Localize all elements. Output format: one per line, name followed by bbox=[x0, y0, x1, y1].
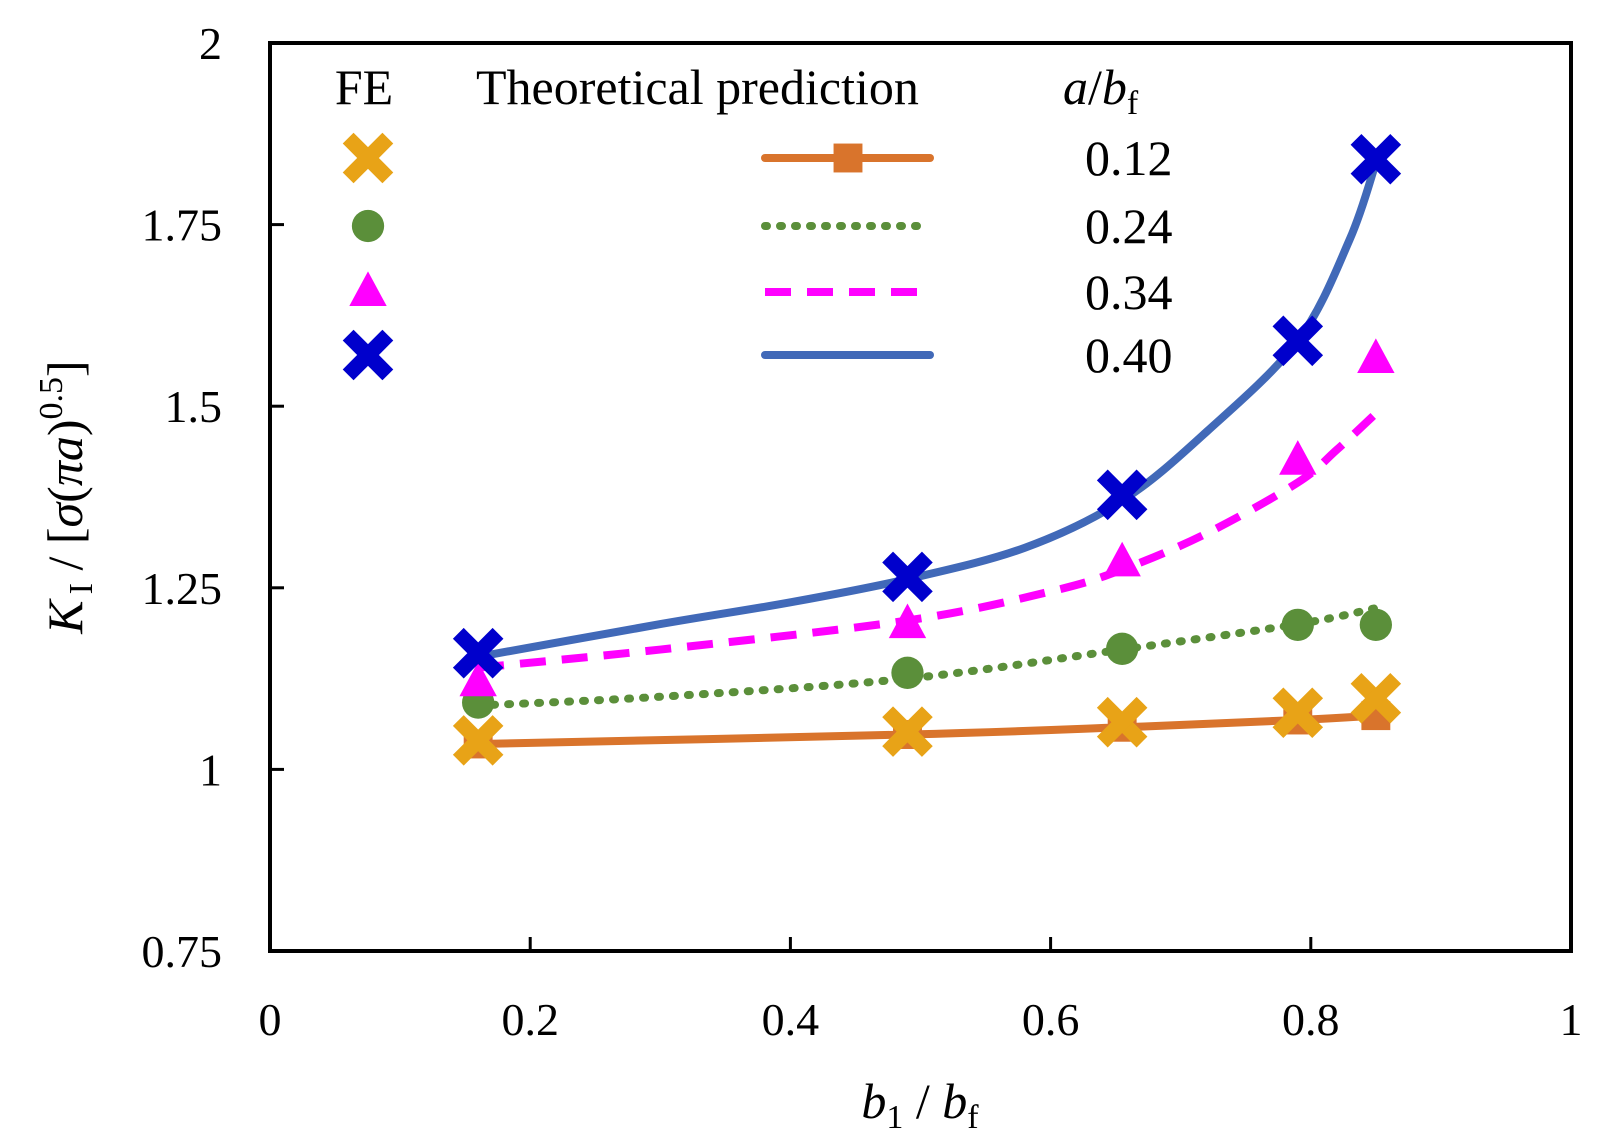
y-tick-label: 1 bbox=[199, 744, 222, 795]
fe-marker-0.40-stroke-b bbox=[452, 627, 504, 679]
y-tick-label: 0.75 bbox=[142, 926, 223, 977]
y-axis-open: ( bbox=[37, 486, 93, 503]
series-line-0.40 bbox=[474, 158, 1380, 661]
x-tick-label: 0.2 bbox=[501, 994, 559, 1045]
y-axis-pi: π bbox=[37, 459, 93, 486]
fe-marker-0.34 bbox=[1103, 541, 1141, 577]
x-tick-label: 0.4 bbox=[762, 994, 820, 1045]
fe-marker-0.40 bbox=[1096, 469, 1148, 521]
fe-marker-0.40 bbox=[1272, 315, 1324, 367]
fe-marker-0.40-stroke-b bbox=[1096, 469, 1148, 521]
fe-marker-0.12 bbox=[1350, 672, 1402, 724]
x-axis-title: b1 / bf bbox=[861, 1073, 979, 1136]
legend-label-0.34: 0.34 bbox=[1085, 264, 1173, 320]
y-axis-exp: 0.5 bbox=[33, 377, 70, 420]
legend-ratio-var: a bbox=[1063, 59, 1088, 115]
fe-marker-0.24 bbox=[1281, 608, 1314, 641]
legend-fe-marker-0.12 bbox=[342, 132, 394, 184]
axes: 0 0.2 0.4 0.6 0.8 1 0.75 1 1.25 1.5 1.75 2 bbox=[142, 18, 1583, 1045]
legend-ratio-var2: b bbox=[1102, 59, 1127, 115]
x-tick-label: 0.8 bbox=[1282, 994, 1340, 1045]
y-tick-label: 1.25 bbox=[142, 563, 223, 614]
fe-marker-0.12-stroke-b bbox=[882, 706, 933, 757]
fe-marker-0.12-stroke-b bbox=[1272, 687, 1324, 739]
fe-marker-0.12 bbox=[882, 706, 933, 757]
y-axis-sigma: σ bbox=[37, 500, 93, 527]
legend-fe-marker-0.24 bbox=[351, 209, 385, 243]
fe-marker-0.12-stroke-b bbox=[1350, 672, 1402, 724]
series-markers bbox=[452, 133, 1402, 766]
y-axis-title: KI / [σ(πa)0.5] bbox=[33, 360, 100, 634]
legend-label-0.24: 0.24 bbox=[1085, 198, 1173, 254]
y-axis-mid: / [ bbox=[37, 527, 93, 583]
x-axis-var: b bbox=[861, 1073, 886, 1129]
fe-marker-0.34 bbox=[1357, 338, 1395, 374]
y-tick-label: 2 bbox=[199, 18, 222, 69]
fe-marker-0.40-stroke-b bbox=[882, 551, 933, 603]
legend-fe-marker-0.34 bbox=[349, 271, 387, 307]
fe-marker-0.40 bbox=[882, 551, 933, 603]
fe-marker-0.12-stroke-b bbox=[1096, 696, 1148, 748]
legend-line-marker-0.12 bbox=[833, 143, 863, 173]
x-tick-label: 0 bbox=[259, 994, 282, 1045]
y-axis-a: a bbox=[37, 436, 93, 461]
fe-marker-0.40 bbox=[452, 627, 504, 679]
plot-frame bbox=[268, 41, 1573, 953]
y-axis-end: ] bbox=[37, 360, 93, 377]
fe-marker-0.40 bbox=[1350, 133, 1402, 185]
legend-fe-marker-0.40 bbox=[342, 329, 394, 381]
x-tick-label: 1 bbox=[1560, 994, 1583, 1045]
x-axis-sep: / bbox=[903, 1073, 942, 1129]
y-axis-close: ) bbox=[37, 419, 93, 436]
legend-label-0.40: 0.40 bbox=[1085, 327, 1173, 383]
fe-marker-0.40-stroke-b bbox=[1350, 133, 1402, 185]
fe-marker-0.40-stroke-b bbox=[1272, 315, 1324, 367]
fe-marker-0.34 bbox=[888, 603, 927, 639]
fe-marker-0.24 bbox=[1106, 632, 1139, 665]
x-axis-var-sub: 1 bbox=[886, 1099, 903, 1136]
y-axis-k-sub: I bbox=[63, 583, 100, 594]
legend-ratio-var2-sub: f bbox=[1127, 85, 1139, 122]
fe-marker-0.24 bbox=[891, 656, 924, 689]
legend-label-0.12: 0.12 bbox=[1085, 130, 1173, 186]
legend-ratio-sep: / bbox=[1088, 59, 1102, 115]
series-line-0.34 bbox=[477, 410, 1379, 672]
fe-marker-0.24 bbox=[1359, 608, 1392, 641]
fe-marker-0.34 bbox=[1279, 440, 1317, 475]
fe-marker-0.34 bbox=[459, 661, 497, 697]
legend-fe-marker-0.12-stroke-b bbox=[342, 132, 394, 184]
fe-marker-0.12 bbox=[452, 715, 504, 766]
x-tick-label: 0.6 bbox=[1022, 994, 1080, 1045]
x-axis-var2: b bbox=[942, 1073, 967, 1129]
series-lines bbox=[474, 158, 1380, 748]
legend-theory-header: Theoretical prediction bbox=[476, 59, 919, 115]
legend-ratio-header: a/bf bbox=[1063, 59, 1139, 122]
legend-fe-header: FE bbox=[335, 59, 393, 115]
fe-marker-0.12-stroke-b bbox=[452, 715, 504, 766]
legend-fe-marker-0.40-stroke-b bbox=[342, 329, 394, 381]
y-tick-label: 1.5 bbox=[165, 381, 223, 432]
x-axis-var2-sub: f bbox=[967, 1099, 979, 1136]
y-tick-label: 1.75 bbox=[142, 200, 223, 251]
fe-marker-0.12 bbox=[1096, 696, 1148, 748]
legend: 0.12 0.24 0.34 0.40 bbox=[342, 130, 1173, 383]
fe-marker-0.12 bbox=[1272, 687, 1324, 739]
y-axis-k: K bbox=[37, 598, 93, 635]
